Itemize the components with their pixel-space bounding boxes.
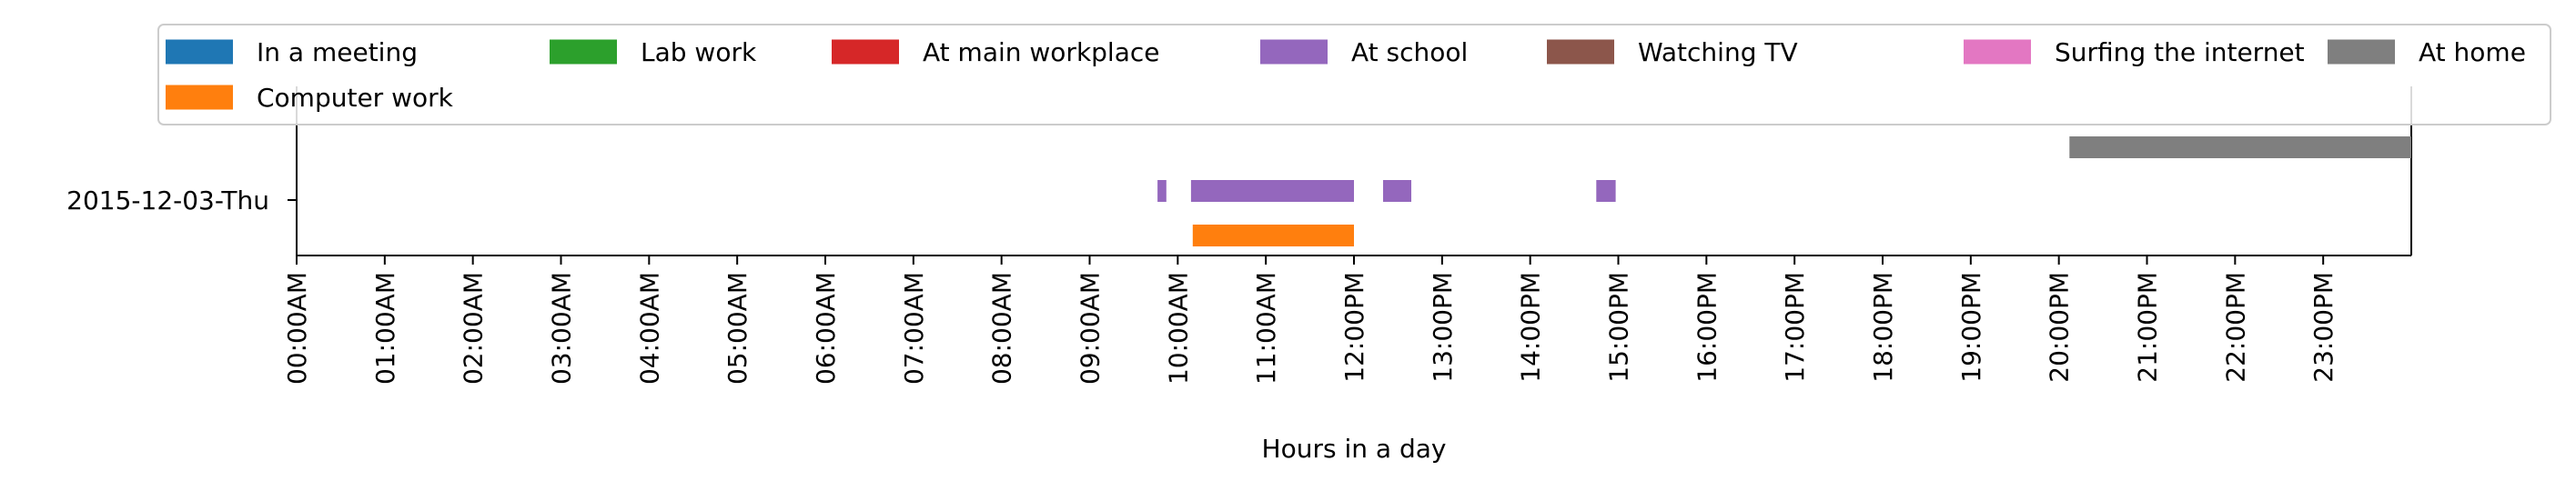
legend-swatch xyxy=(1964,39,2031,65)
x-tick-label: 12:00PM xyxy=(1339,272,1369,383)
legend-swatch xyxy=(2328,39,2395,65)
x-tick-label: 07:00AM xyxy=(899,272,929,385)
x-tick-label: 13:00PM xyxy=(1428,272,1458,383)
bar-at-school xyxy=(1383,180,1411,202)
x-tick-label: 16:00PM xyxy=(1692,272,1722,383)
legend-label: In a meeting xyxy=(257,37,418,67)
x-tick-label: 11:00AM xyxy=(1251,272,1281,385)
legend-label: Watching TV xyxy=(1638,37,1798,67)
legend-swatch xyxy=(166,39,233,65)
x-tick-label: 09:00AM xyxy=(1076,272,1106,385)
legend-label: Computer work xyxy=(257,83,454,113)
legend-label: At main workplace xyxy=(923,37,1160,67)
legend-frame xyxy=(157,24,2551,125)
x-tick-label: 20:00PM xyxy=(2045,272,2075,383)
x-tick-label: 08:00AM xyxy=(987,272,1017,385)
bar-at-school xyxy=(1596,180,1616,202)
bar-at-school xyxy=(1190,180,1354,202)
legend-label: At home xyxy=(2419,37,2526,67)
y-axis: 2015-12-03-Thu xyxy=(66,185,297,215)
legend-label: Lab work xyxy=(641,37,757,67)
x-tick-label: 02:00AM xyxy=(459,272,489,385)
bar-at-school xyxy=(1157,180,1167,202)
y-tick-label: 2015-12-03-Thu xyxy=(66,185,269,215)
x-tick-label: 04:00AM xyxy=(634,272,664,385)
legend-label: Surfing the internet xyxy=(2055,37,2305,67)
legend-swatch xyxy=(166,85,233,110)
legend-swatch xyxy=(550,39,617,65)
x-tick-label: 06:00AM xyxy=(811,272,841,385)
x-tick-label: 03:00AM xyxy=(547,272,577,385)
x-tick-label: 17:00PM xyxy=(1780,272,1810,383)
legend-swatch xyxy=(1547,39,1614,65)
x-tick-label: 14:00PM xyxy=(1516,272,1546,383)
activity-bars xyxy=(1157,136,2411,246)
x-tick-label: 18:00PM xyxy=(1868,272,1898,383)
bar-at-home xyxy=(2069,136,2411,158)
x-tick-label: 15:00PM xyxy=(1604,272,1634,383)
x-tick-label: 01:00AM xyxy=(370,272,400,385)
legend-swatch xyxy=(832,39,899,65)
x-tick-label: 05:00AM xyxy=(722,272,753,385)
x-tick-label: 21:00PM xyxy=(2133,272,2163,383)
x-tick-label: 00:00AM xyxy=(282,272,312,385)
bar-computer-work xyxy=(1192,225,1354,246)
legend-label: At school xyxy=(1351,37,1468,67)
legend-swatch xyxy=(1260,39,1328,65)
legend: In a meeting Lab work At main workplace At … xyxy=(157,24,2551,125)
x-axis-title: Hours in a day xyxy=(1262,434,1447,464)
x-tick-label: 23:00PM xyxy=(2308,272,2339,383)
x-axis: 00:00AM 01:00AM 02:00AM 03:00AM 04:00AM 05:00… xyxy=(282,256,2339,385)
x-tick-label: 10:00AM xyxy=(1163,272,1193,385)
x-tick-label: 22:00PM xyxy=(2220,272,2250,383)
x-tick-label: 19:00PM xyxy=(1956,272,1986,383)
